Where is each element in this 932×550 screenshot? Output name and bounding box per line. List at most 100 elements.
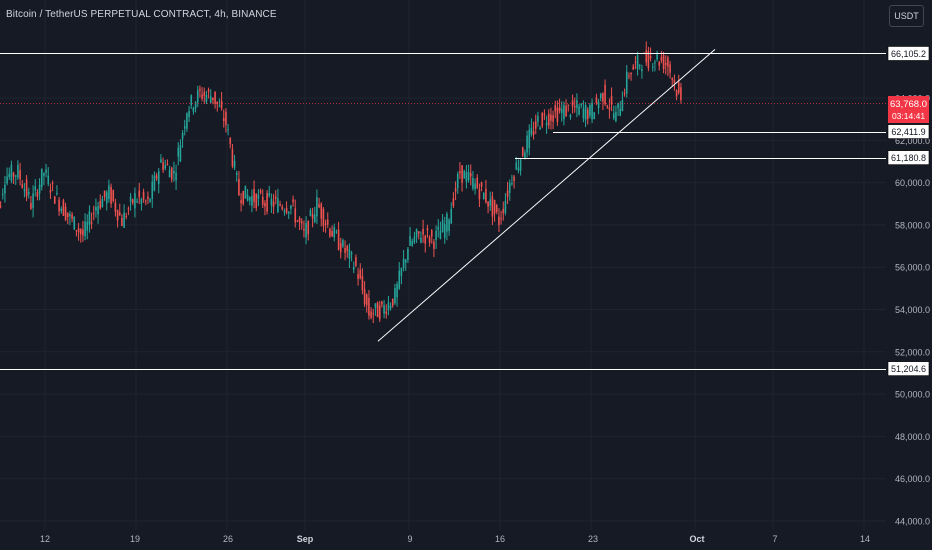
chart-title: Bitcoin / TetherUS PERPETUAL CONTRACT, 4… xyxy=(6,9,277,20)
candle-body xyxy=(508,182,511,193)
candle xyxy=(524,149,526,160)
candle xyxy=(305,216,307,245)
candle-body xyxy=(82,229,84,236)
candle-body xyxy=(79,229,82,235)
candle-body xyxy=(36,192,39,197)
candle xyxy=(105,190,108,211)
candle-body xyxy=(621,100,624,112)
candle xyxy=(478,183,481,208)
candle-body xyxy=(400,268,403,276)
candle xyxy=(170,166,173,183)
candle-body xyxy=(227,129,229,131)
candle xyxy=(463,169,466,179)
candle xyxy=(489,191,492,211)
candle xyxy=(320,202,323,227)
candle-body xyxy=(268,193,271,196)
candle-body xyxy=(560,108,563,113)
candle-body xyxy=(140,198,143,204)
candle xyxy=(164,159,167,171)
candle-body xyxy=(71,214,73,219)
candle-body xyxy=(660,56,663,61)
level-price-label: 62,411.9 xyxy=(887,124,930,139)
candle xyxy=(404,258,407,271)
candle-body xyxy=(75,230,78,232)
candle-body xyxy=(636,55,639,69)
candle-body xyxy=(602,92,604,102)
price-tick-label: 52,000.0 xyxy=(895,347,930,357)
candle xyxy=(461,165,463,192)
candle-body xyxy=(476,177,479,189)
candle-body xyxy=(149,198,151,202)
candle-body xyxy=(595,97,598,103)
candle-body xyxy=(62,200,65,216)
candle xyxy=(4,175,6,203)
candle-body xyxy=(586,109,589,120)
candle xyxy=(58,196,60,216)
level-price-label: 51,204.6 xyxy=(887,361,930,376)
price-tick-label: 54,000.0 xyxy=(895,305,930,315)
candle-body xyxy=(352,266,355,270)
candle xyxy=(71,211,73,223)
candle-body xyxy=(272,201,275,207)
candle-body xyxy=(550,114,552,121)
candle-body xyxy=(578,106,580,115)
candle xyxy=(472,170,474,191)
candle xyxy=(47,167,50,187)
candle-body xyxy=(14,175,17,177)
candle-body xyxy=(12,173,15,177)
level-label-bg xyxy=(887,46,930,61)
trendline[interactable] xyxy=(377,48,716,342)
candle-body xyxy=(599,93,602,99)
candle-body xyxy=(495,205,498,212)
candle xyxy=(60,206,63,214)
candle xyxy=(216,101,219,112)
candle xyxy=(257,189,260,207)
candle xyxy=(203,87,206,105)
candle-body xyxy=(617,102,619,109)
candle xyxy=(630,72,632,81)
candle xyxy=(285,201,288,215)
candle xyxy=(90,212,93,230)
candle-body xyxy=(38,184,41,194)
candle xyxy=(129,192,132,211)
candle xyxy=(266,190,268,215)
candle xyxy=(625,65,628,98)
currency-button[interactable]: USDT xyxy=(889,5,924,27)
candle xyxy=(144,199,147,206)
candle-body xyxy=(656,54,658,60)
candle-body xyxy=(398,270,401,289)
candle xyxy=(281,204,284,211)
candle-body xyxy=(500,218,502,220)
candle-body xyxy=(45,169,47,173)
candle-body xyxy=(593,112,596,120)
candle-body xyxy=(506,190,509,197)
candle-body xyxy=(433,241,435,249)
candle-body xyxy=(521,147,524,156)
time-axis[interactable]: 12 19 26 Sep 9 16 23 Oct 7 14 xyxy=(40,534,870,544)
candle xyxy=(183,119,186,136)
candle-body xyxy=(619,108,622,116)
level-label-text: 61,180.8 xyxy=(891,153,926,163)
candle-body xyxy=(131,199,134,203)
candle xyxy=(680,82,682,104)
candle xyxy=(615,105,617,123)
candle xyxy=(595,93,598,105)
candle-body xyxy=(305,223,307,238)
candle xyxy=(383,299,385,319)
candle-body xyxy=(363,289,366,305)
candle xyxy=(82,220,84,242)
candle xyxy=(350,250,353,262)
candle-body xyxy=(248,197,251,201)
candle xyxy=(428,235,431,247)
candle-body xyxy=(422,228,424,235)
candle-body xyxy=(437,226,440,231)
candle xyxy=(454,181,457,201)
candle xyxy=(88,205,91,233)
candle xyxy=(565,99,567,117)
candle-body xyxy=(88,211,91,225)
candle xyxy=(415,228,418,243)
candle-body xyxy=(664,63,667,66)
candle xyxy=(662,51,665,74)
